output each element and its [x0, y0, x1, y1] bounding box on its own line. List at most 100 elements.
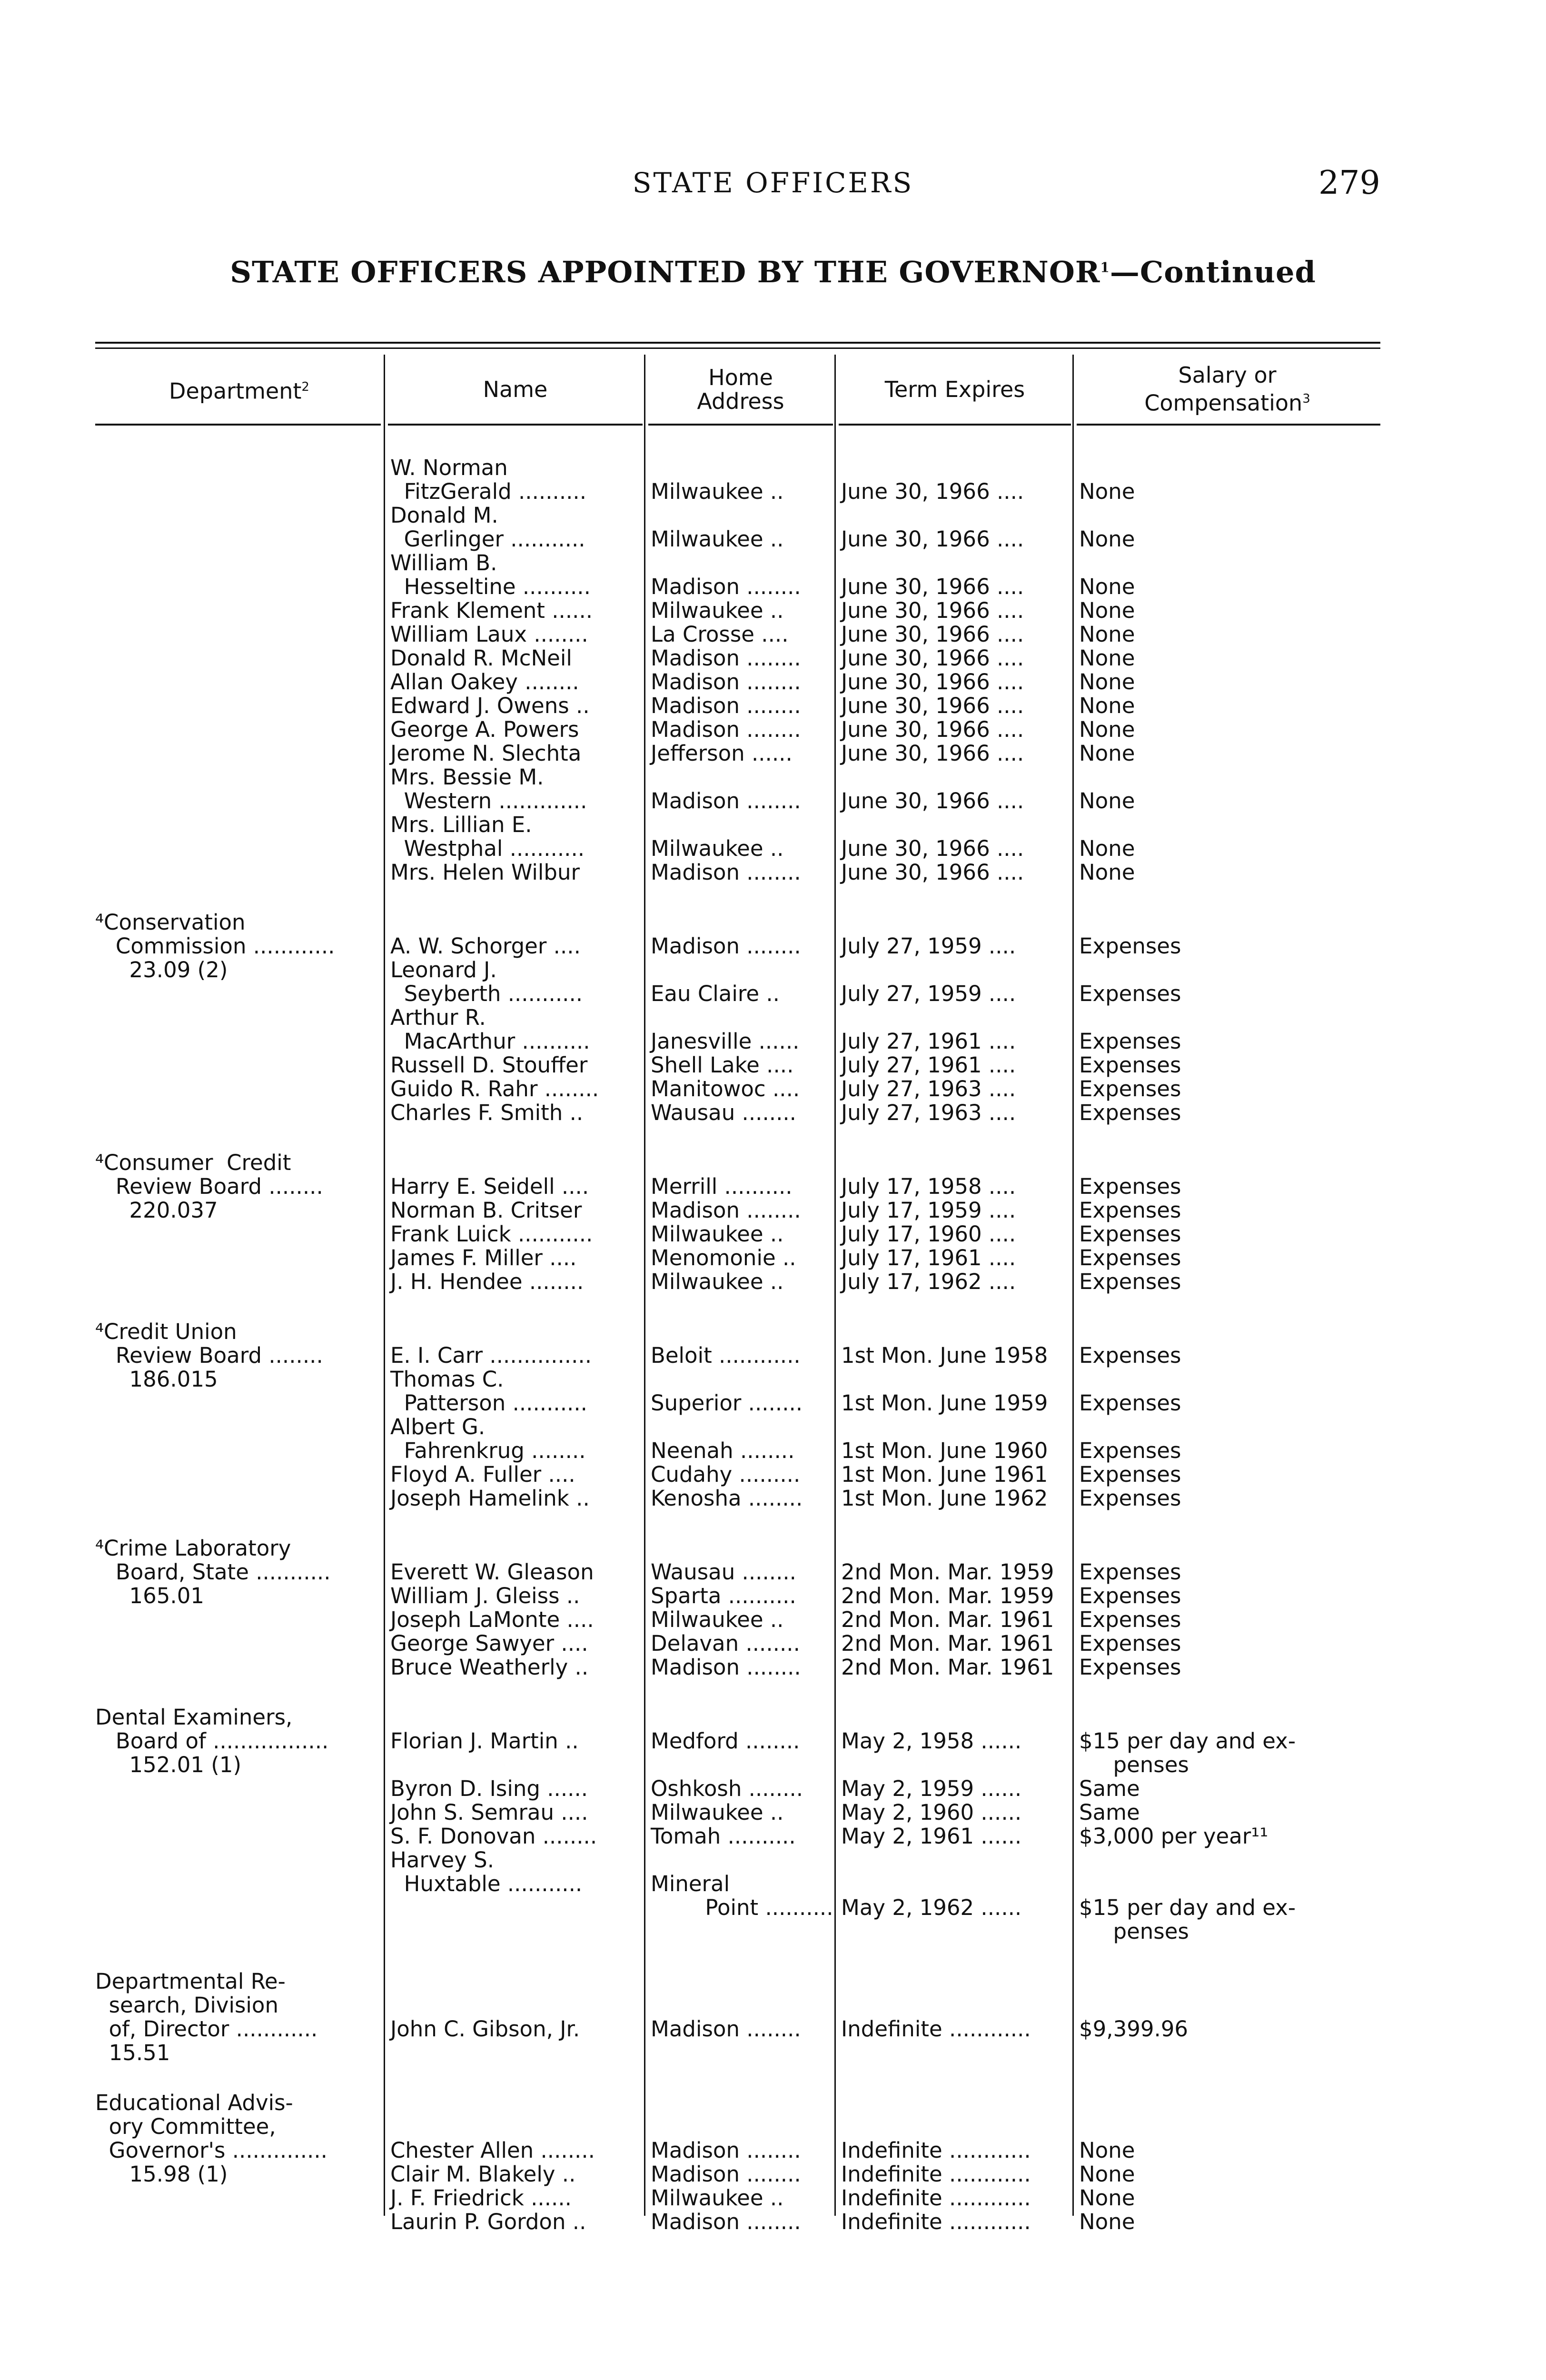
- table-row: 186.015 Thomas C.: [95, 1368, 1390, 1391]
- department-group: Educational Advis- ory Committee, Govern…: [95, 2091, 1390, 2234]
- header-salary: Salary or Compensation3: [1074, 355, 1380, 424]
- salary-cell: penses: [1079, 1920, 1189, 1944]
- name-cell: [385, 1753, 645, 1777]
- name-cell: Mrs. Lillian E.: [390, 813, 532, 837]
- table-row: Allan Oakey ........ Madison ........ June…: [95, 670, 1390, 694]
- department-group: Dental Examiners, Board of .............…: [95, 1706, 1390, 1944]
- term-expires-cell: June 30, 1966 ....: [841, 742, 1024, 765]
- salary-cell: Expenses: [1079, 1175, 1181, 1199]
- home-address-cell: Delavan ........: [651, 1632, 800, 1656]
- table-row: Albert G.: [95, 1415, 1390, 1439]
- table-row: Laurin P. Gordon .. Madison ........ Indef…: [95, 2210, 1390, 2234]
- department-cell: [95, 694, 385, 718]
- home-address-cell: Milwaukee ..: [651, 1608, 784, 1632]
- department-cell: ⁴Crime Laboratory: [95, 1537, 291, 1560]
- salary-cell: Expenses: [1079, 934, 1181, 958]
- department-cell: Board of .................: [95, 1729, 329, 1753]
- table-row: 15.98 (1) Clair M. Blakely .. Madison ....…: [95, 2162, 1390, 2186]
- home-address-cell: Milwaukee ..: [651, 837, 784, 861]
- term-expires-cell: 1st Mon. June 1958: [841, 1344, 1048, 1368]
- home-address-cell: Madison ........: [651, 2139, 801, 2162]
- column-divider: [834, 355, 836, 2216]
- term-expires-cell: [835, 813, 1073, 837]
- department-cell: 220.037: [95, 1199, 218, 1222]
- header-home-line2: Address: [697, 388, 784, 414]
- salary-cell: [1073, 1006, 1387, 1030]
- column-divider: [644, 355, 645, 2216]
- name-cell: John S. Semrau ....: [390, 1801, 588, 1825]
- term-expires-cell: May 2, 1962 ......: [841, 1896, 1022, 1920]
- term-expires-cell: June 30, 1966 ....: [841, 861, 1024, 884]
- salary-cell: Expenses: [1079, 1487, 1181, 1510]
- salary-cell: None: [1079, 694, 1135, 718]
- home-address-cell: Madison ........: [651, 2017, 801, 2041]
- table-row: W. Norman: [95, 456, 1390, 480]
- term-expires-cell: July 27, 1963 ....: [841, 1077, 1016, 1101]
- department-cell: [95, 623, 385, 646]
- department-cell: search, Division: [95, 1993, 278, 2017]
- table-row: Frank Luick ........... Milwaukee .. July …: [95, 1222, 1390, 1246]
- department-cell: [95, 456, 385, 480]
- home-address-cell: [645, 504, 835, 527]
- title-text: STATE OFFICERS APPOINTED BY THE GOVERNOR: [230, 255, 1100, 289]
- salary-cell: [1073, 1872, 1387, 1896]
- department-cell: Commission ............: [95, 934, 335, 958]
- salary-cell: [1073, 1368, 1387, 1391]
- name-cell: [385, 1706, 645, 1729]
- salary-cell: [1073, 911, 1387, 934]
- salary-cell: Expenses: [1079, 1391, 1181, 1415]
- salary-cell: [1073, 1415, 1387, 1439]
- header-name: Name: [483, 376, 548, 402]
- table-row: ⁴Consumer Credit: [95, 1151, 1390, 1175]
- home-address-cell: Madison ........: [651, 670, 801, 694]
- name-cell: William Laux ........: [390, 623, 588, 646]
- table-row: William Laux ........ La Crosse .... June …: [95, 623, 1390, 646]
- department-cell: 152.01 (1): [95, 1753, 242, 1777]
- table-row: Donald R. McNeil Madison ........ June 30,…: [95, 646, 1390, 670]
- table-row: Joseph Hamelink .. Kenosha ........ 1st Mo…: [95, 1487, 1390, 1510]
- name-cell: Thomas C.: [390, 1368, 504, 1391]
- salary-cell: [1073, 2115, 1387, 2139]
- salary-cell: Expenses: [1079, 1270, 1181, 1294]
- table-row: ⁴Credit Union: [95, 1320, 1390, 1344]
- table-row: ⁴Conservation: [95, 911, 1390, 934]
- home-address-cell: [645, 1151, 835, 1175]
- name-cell: Donald R. McNeil: [390, 646, 572, 670]
- home-address-cell: Medford ........: [651, 1729, 800, 1753]
- name-cell: Everett W. Gleason: [390, 1560, 594, 1584]
- name-cell: Frank Klement ......: [390, 599, 593, 623]
- table-row: search, Division: [95, 1993, 1390, 2017]
- department-cell: [95, 504, 385, 527]
- name-cell: Patterson ...........: [390, 1391, 587, 1415]
- footnote-ref: 2: [301, 380, 309, 395]
- table-row: George Sawyer .... Delavan ........ 2nd Mo…: [95, 1632, 1390, 1656]
- home-address-cell: Kenosha ........: [651, 1487, 803, 1510]
- table-row: Patterson ........... Superior ........ 1s…: [95, 1391, 1390, 1415]
- header-department: Department2: [95, 355, 383, 424]
- home-address-cell: Manitowoc ....: [651, 1077, 800, 1101]
- department-cell: Review Board ........: [95, 1344, 323, 1368]
- home-address-cell: Madison ........: [651, 2162, 801, 2186]
- home-address-cell: Point ..........: [651, 1896, 833, 1920]
- home-address-cell: [645, 1368, 835, 1391]
- salary-cell: Expenses: [1079, 1584, 1181, 1608]
- salary-cell: [1073, 765, 1387, 789]
- home-address-cell: Janesville ......: [651, 1030, 800, 1053]
- salary-cell: $3,000 per year¹¹: [1079, 1825, 1269, 1848]
- salary-cell: Expenses: [1079, 1608, 1181, 1632]
- department-cell: [95, 1246, 385, 1270]
- name-cell: Harry E. Seidell ....: [390, 1175, 589, 1199]
- home-address-cell: Milwaukee ..: [651, 1222, 784, 1246]
- name-cell: S. F. Donovan ........: [390, 1825, 597, 1848]
- department-cell: Educational Advis-: [95, 2091, 293, 2115]
- department-cell: 15.98 (1): [95, 2162, 228, 2186]
- table-row: Dental Examiners,: [95, 1706, 1390, 1729]
- term-expires-cell: [835, 2115, 1073, 2139]
- table-row: Review Board ........ E. I. Carr ........…: [95, 1344, 1390, 1368]
- department-cell: Board, State ...........: [95, 1560, 331, 1584]
- term-expires-cell: June 30, 1966 ....: [841, 480, 1024, 504]
- salary-cell: None: [1079, 527, 1135, 551]
- department-cell: [95, 1415, 385, 1439]
- salary-cell: [1073, 813, 1387, 837]
- name-cell: J. F. Friedrick ......: [390, 2186, 572, 2210]
